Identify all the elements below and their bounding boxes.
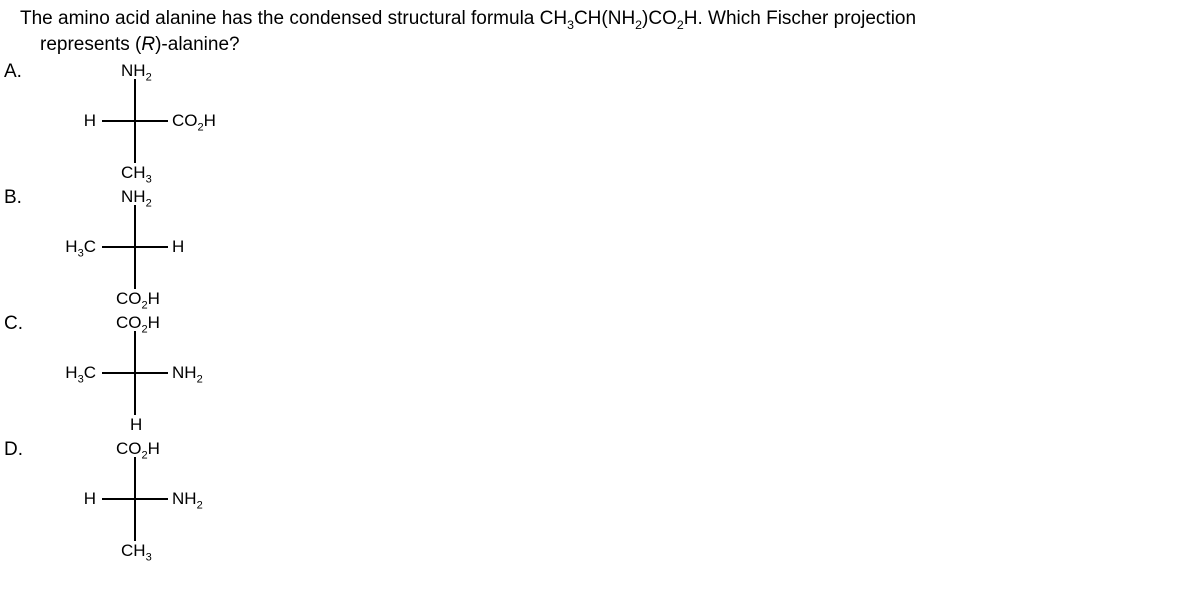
q-line1-pre: The amino acid alanine has the condensed… <box>20 8 567 29</box>
question-text: The amino acid alanine has the condensed… <box>0 6 1200 57</box>
fischer-d-left: H <box>84 489 96 509</box>
fischer-d-bottom: CH3 <box>121 541 152 561</box>
fischer-b: NH2 H3C H CO2H <box>46 187 236 307</box>
fischer-b-right: H <box>172 237 184 257</box>
fischer-hline <box>102 498 168 500</box>
choice-c-label: C. <box>0 313 34 335</box>
fischer-a: NH2 H CO2H CH3 <box>46 61 236 181</box>
fischer-b-top: NH2 <box>121 187 152 207</box>
fischer-c: CO2H H3C NH2 H <box>46 313 236 433</box>
fischer-hline <box>102 372 168 374</box>
choice-a[interactable]: A. NH2 H CO2H CH3 <box>0 61 1200 181</box>
fischer-a-bottom: CH3 <box>121 163 152 183</box>
choice-d-label: D. <box>0 439 34 461</box>
fischer-c-bottom: H <box>130 415 142 435</box>
fischer-a-top: NH2 <box>121 61 152 81</box>
fischer-b-bottom: CO2H <box>116 289 160 309</box>
choice-a-label: A. <box>0 61 34 83</box>
fischer-a-left: H <box>84 111 96 131</box>
fischer-c-left: H3C <box>65 363 96 383</box>
fischer-c-top: CO2H <box>116 313 160 333</box>
fischer-c-right: NH2 <box>172 363 203 383</box>
choice-b[interactable]: B. NH2 H3C H CO2H <box>0 187 1200 307</box>
fischer-b-left: H3C <box>65 237 96 257</box>
fischer-hline <box>102 120 168 122</box>
fischer-d-top: CO2H <box>116 439 160 459</box>
choices: A. NH2 H CO2H CH3 B. NH2 <box>0 61 1200 559</box>
fischer-a-right: CO2H <box>172 111 216 131</box>
choice-b-label: B. <box>0 187 34 209</box>
fischer-d-right: NH2 <box>172 489 203 509</box>
fischer-hline <box>102 246 168 248</box>
choice-c[interactable]: C. CO2H H3C NH2 H <box>0 313 1200 433</box>
choice-d[interactable]: D. CO2H H NH2 CH3 <box>0 439 1200 559</box>
fischer-d: CO2H H NH2 CH3 <box>46 439 236 559</box>
